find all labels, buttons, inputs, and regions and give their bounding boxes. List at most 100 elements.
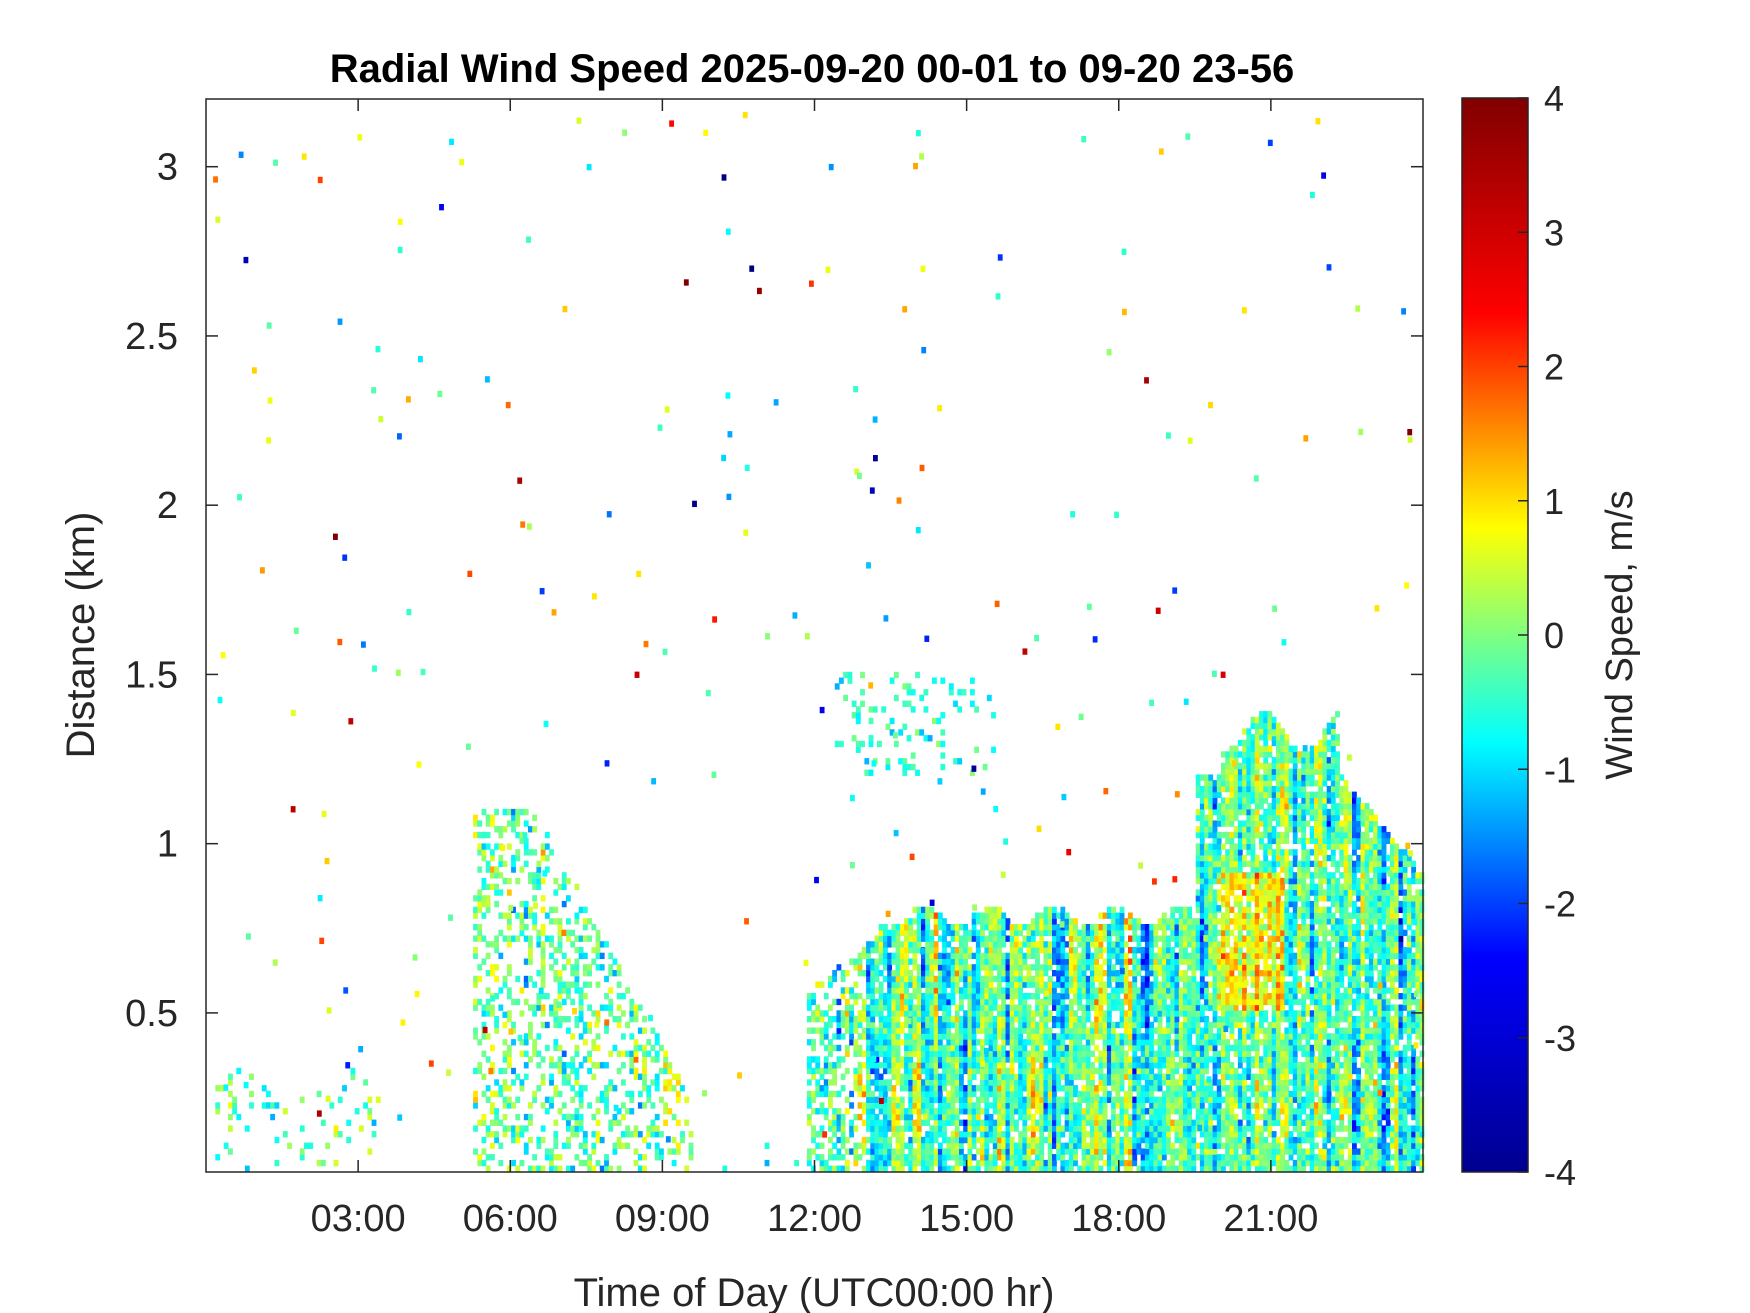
heatmap-cell [997,935,1002,942]
heatmap-cell [1157,1131,1163,1138]
heatmap-cell [997,1062,1002,1069]
heatmap-cell [1237,785,1243,793]
heatmap-cell [1187,1165,1193,1172]
heatmap-cell [815,1154,821,1161]
heatmap-cell [1077,1027,1083,1034]
heatmap-cell [997,924,1002,931]
heatmap-cell [946,1154,952,1161]
heatmap-cell [578,1016,584,1023]
heatmap-cell [1039,1142,1045,1149]
heatmap-cell [1237,906,1243,914]
heatmap-cell [1005,987,1011,994]
heatmap-cell [853,1142,859,1149]
heatmap-cell [1208,1039,1214,1046]
heatmap-cell [1085,1108,1091,1115]
heatmap-cell [984,1073,990,1080]
heatmap-cell [1068,1119,1074,1126]
heatmap-cell [828,1136,833,1144]
heatmap-cell [946,1050,952,1057]
heatmap-cell [916,906,922,914]
heatmap-cell [523,998,529,1006]
heatmap-cell [887,993,893,1000]
heatmap-cell [891,998,897,1006]
heatmap-cell [967,1079,973,1086]
heatmap-cell [1191,918,1197,925]
heatmap-cell [1047,1108,1053,1115]
heatmap-cell [1212,1004,1218,1011]
heatmap-cell [1136,1033,1142,1040]
heatmap-cell [506,1010,512,1017]
heatmap-cell [481,895,487,902]
heatmap-cell [1077,1090,1083,1098]
plot-area: 03:00 06:00 09:00 12:00 15:00 18:00 21:00 0.51… [125,98,1425,1240]
heatmap-cell [540,895,546,902]
heatmap-cell [1022,1125,1028,1132]
heatmap-cell [1106,1027,1112,1034]
heatmap-cell [984,970,990,977]
heatmap-cell [937,1016,943,1023]
heatmap-cell [1030,1165,1036,1172]
heatmap-cell [832,1044,838,1052]
heatmap-cell [1225,1148,1231,1155]
heatmap-cell [1204,895,1209,902]
heatmap-cell [895,1039,901,1046]
heatmap-cell [1043,952,1049,960]
heatmap-cell [1178,1165,1184,1172]
heatmap-cell [959,1021,964,1029]
heatmap-cell [1132,1010,1138,1017]
heatmap-cell [929,1027,935,1034]
heatmap-cell [912,1062,918,1069]
heatmap-cell [992,1056,998,1063]
heatmap-cell [1204,918,1209,925]
heatmap-cell [578,935,584,942]
heatmap-cell [904,1004,909,1011]
heatmap-cell [1246,1021,1252,1029]
heatmap-cell [1233,958,1239,965]
heatmap-cell [887,970,893,977]
heatmap-cell [1039,1067,1045,1075]
heatmap-cell [1229,751,1235,758]
heatmap-cell [1136,1119,1142,1126]
heatmap-cell [954,1119,960,1126]
heatmap-cell [1001,970,1007,977]
heatmap-cell [566,1073,571,1080]
heatmap-cell [540,906,546,914]
heatmap-cell [1060,981,1066,988]
heatmap-cell [1106,1062,1112,1069]
heatmap-cell [1064,1113,1070,1121]
heatmap-cell [1191,1044,1197,1052]
heatmap-cell [481,958,487,965]
heatmap-cell [992,964,998,971]
heatmap-cell [540,1073,546,1080]
heatmap-cell [950,970,956,977]
heatmap-cell [1178,993,1184,1000]
heatmap-cell [1140,1004,1146,1011]
heatmap-cell [1157,1039,1163,1046]
heatmap-cell [946,1165,952,1172]
heatmap-cell [1022,1062,1028,1069]
heatmap-cell [980,987,985,994]
heatmap-cell [1199,831,1205,839]
heatmap-cells [213,111,1425,1172]
heatmap-cell [1161,998,1167,1006]
heatmap-cell [561,1079,567,1086]
heatmap-cell [506,970,512,977]
heatmap-cell [523,1033,529,1040]
heatmap-cell [1225,1096,1231,1103]
heatmap-cell [1030,1050,1036,1057]
heatmap-cell [1157,918,1163,925]
heatmap-cell [1014,1096,1019,1103]
heatmap-cell [997,1010,1002,1017]
heatmap-cell [942,1056,947,1063]
heatmap-cell [629,1004,635,1011]
heatmap-cell [1094,1033,1100,1040]
heatmap-cell [1149,1044,1155,1052]
heatmap-cell [975,1067,981,1075]
heatmap-cell [574,1073,580,1080]
heatmap-cell [473,947,478,954]
heatmap-cell [874,1125,880,1132]
heatmap-cell [232,1102,238,1109]
heatmap-cell [667,1108,673,1115]
heatmap-cell [1009,1021,1015,1029]
heatmap-cell [1068,947,1074,954]
